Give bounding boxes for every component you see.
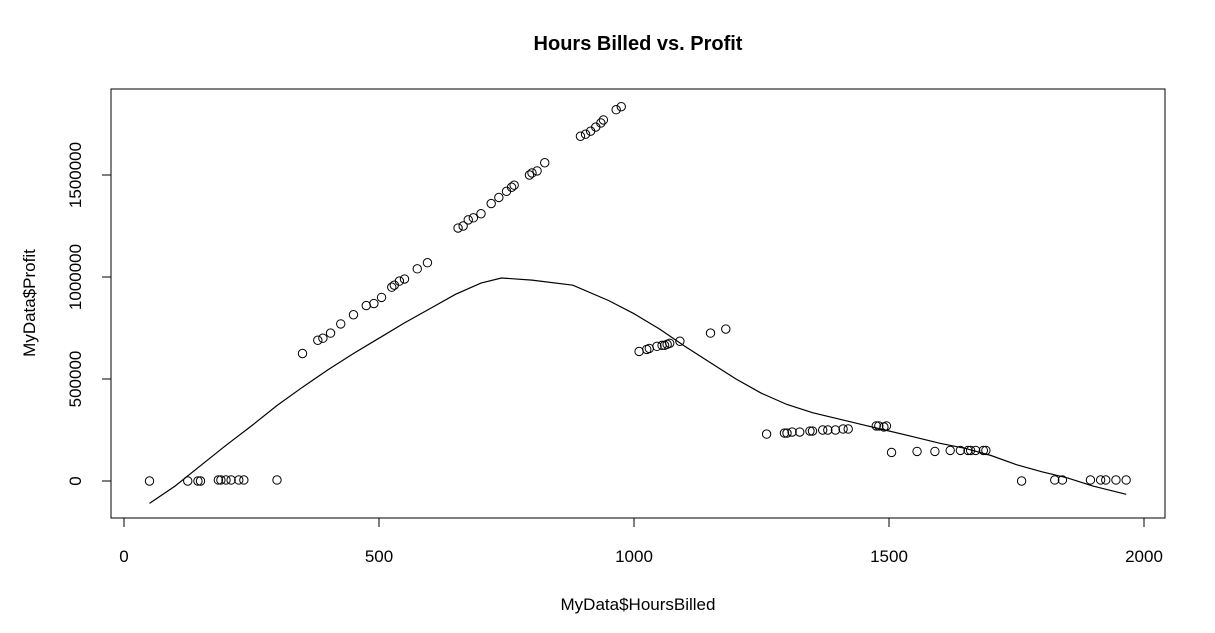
data-point bbox=[336, 319, 346, 329]
data-point bbox=[361, 300, 371, 311]
x-tick-label: 1500 bbox=[870, 547, 908, 566]
data-point bbox=[399, 274, 410, 284]
data-point bbox=[665, 338, 675, 348]
data-point bbox=[705, 328, 716, 338]
data-point bbox=[221, 475, 231, 485]
data-point bbox=[376, 292, 387, 303]
data-point bbox=[1095, 475, 1106, 485]
y-tick-label: 1000000 bbox=[66, 244, 85, 310]
y-tick-label: 500000 bbox=[66, 351, 85, 408]
data-point bbox=[234, 475, 244, 485]
data-point bbox=[761, 429, 772, 439]
data-point bbox=[318, 333, 328, 343]
data-point bbox=[394, 276, 405, 286]
data-point bbox=[830, 425, 841, 435]
data-point bbox=[193, 476, 203, 486]
data-point bbox=[616, 101, 626, 112]
data-point bbox=[1101, 475, 1111, 485]
x-tick-label: 500 bbox=[365, 547, 393, 566]
data-point bbox=[506, 182, 517, 192]
data-point bbox=[575, 131, 586, 141]
data-point bbox=[818, 425, 828, 435]
data-point bbox=[675, 336, 685, 346]
data-point bbox=[945, 445, 955, 456]
data-point bbox=[272, 475, 282, 485]
data-point bbox=[580, 129, 591, 139]
plot-frame bbox=[110, 88, 1166, 519]
data-point bbox=[838, 424, 848, 434]
data-point bbox=[1050, 475, 1060, 485]
y-axis-label: MyData$Profit bbox=[20, 249, 39, 357]
data-point bbox=[213, 475, 224, 485]
data-point bbox=[1016, 476, 1027, 486]
data-point bbox=[871, 421, 881, 431]
data-point bbox=[325, 328, 336, 338]
data-point bbox=[598, 115, 609, 125]
y-axis: 0 500000 1000000 1500000 bbox=[66, 142, 112, 486]
data-point bbox=[721, 324, 731, 334]
data-point bbox=[634, 346, 644, 357]
chart-title: Hours Billed vs. Profit bbox=[534, 33, 743, 55]
data-point bbox=[387, 282, 397, 292]
data-point bbox=[886, 447, 897, 458]
data-point bbox=[468, 213, 479, 223]
data-point bbox=[1121, 475, 1131, 485]
data-point bbox=[348, 310, 359, 320]
data-point bbox=[955, 445, 966, 456]
data-point bbox=[422, 258, 433, 268]
data-point bbox=[540, 158, 550, 168]
data-point bbox=[216, 475, 226, 485]
data-point bbox=[874, 421, 884, 431]
data-point bbox=[978, 445, 989, 456]
data-point bbox=[843, 424, 853, 434]
data-point bbox=[787, 427, 797, 437]
data-point bbox=[596, 118, 606, 128]
data-point bbox=[532, 166, 542, 176]
x-tick-label: 2000 bbox=[1125, 547, 1163, 566]
data-point bbox=[1111, 475, 1121, 485]
data-point bbox=[930, 446, 940, 457]
data-point bbox=[912, 446, 922, 457]
x-tick-label: 0 bbox=[119, 547, 128, 566]
data-point bbox=[313, 335, 323, 345]
data-point bbox=[1057, 475, 1068, 485]
y-tick-label: 1500000 bbox=[66, 142, 85, 208]
data-point bbox=[1085, 475, 1096, 485]
data-point bbox=[144, 476, 155, 486]
x-axis: 0 500 1000 1500 2000 bbox=[119, 517, 1163, 566]
data-point bbox=[524, 170, 535, 180]
data-point bbox=[805, 426, 815, 436]
data-point bbox=[795, 427, 805, 437]
data-point bbox=[486, 198, 496, 209]
smoothing-curve bbox=[149, 277, 1127, 504]
data-point bbox=[195, 476, 206, 486]
y-tick-label: 0 bbox=[66, 476, 85, 485]
data-point bbox=[458, 221, 468, 231]
data-point bbox=[239, 475, 249, 485]
data-point bbox=[369, 298, 379, 309]
x-tick-label: 1000 bbox=[615, 547, 653, 566]
data-point bbox=[782, 428, 792, 438]
data-point bbox=[494, 192, 504, 203]
data-point bbox=[644, 343, 654, 354]
data-point bbox=[823, 425, 833, 435]
data-points bbox=[144, 101, 1131, 486]
data-point bbox=[881, 421, 892, 431]
data-point bbox=[226, 475, 236, 485]
data-point bbox=[453, 223, 463, 233]
data-point bbox=[183, 476, 193, 486]
data-point bbox=[779, 428, 790, 438]
data-point bbox=[527, 168, 537, 178]
data-point bbox=[476, 209, 486, 219]
data-point bbox=[509, 180, 519, 190]
data-point bbox=[652, 341, 662, 352]
data-point bbox=[611, 105, 621, 115]
data-point bbox=[463, 215, 473, 225]
data-point bbox=[412, 264, 422, 274]
data-point bbox=[807, 426, 818, 436]
data-point bbox=[297, 348, 308, 359]
x-axis-label: MyData$HoursBilled bbox=[561, 595, 716, 614]
